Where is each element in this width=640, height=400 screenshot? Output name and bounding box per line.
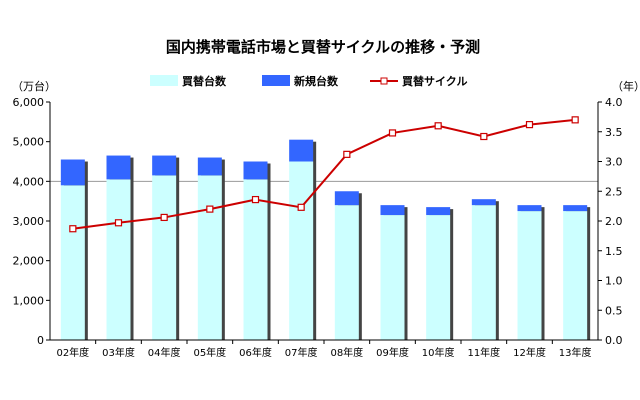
left-tick-label: 2,000 xyxy=(13,255,45,268)
cycle-point xyxy=(114,219,123,227)
right-tick-label: 3.0 xyxy=(605,156,623,169)
left-tick-label: 0 xyxy=(37,334,44,347)
bar-replacement xyxy=(426,215,451,340)
bar-replacement xyxy=(243,179,268,340)
bar-replacement xyxy=(60,185,85,340)
bar-replacement xyxy=(152,175,177,340)
bar-replacement xyxy=(334,205,359,340)
cycle-point xyxy=(343,150,351,158)
right-tick-label: 0.0 xyxy=(605,334,623,347)
cycle-point xyxy=(251,195,260,204)
left-tick-label: 6,000 xyxy=(13,96,45,109)
cycle-point xyxy=(69,225,77,233)
bar-new xyxy=(334,191,359,206)
left-tick-label: 4,000 xyxy=(13,175,45,188)
cycle-point xyxy=(297,203,305,211)
bar-replacement xyxy=(563,211,588,340)
legend-swatch xyxy=(262,75,290,86)
right-tick-label: 3.5 xyxy=(605,126,623,139)
cycle-point xyxy=(480,132,488,141)
category-label: 05年度 xyxy=(193,346,226,359)
right-tick-label: 2.0 xyxy=(605,215,623,228)
bar-new xyxy=(289,139,314,162)
cycle-line xyxy=(72,118,576,230)
bar-new xyxy=(426,207,451,216)
legend-label: 買替台数 xyxy=(182,74,227,88)
bar-replacement xyxy=(289,161,314,340)
bar-new xyxy=(152,155,177,176)
bar-replacement xyxy=(380,215,405,340)
bar-new xyxy=(197,157,222,176)
right-tick-label: 1.0 xyxy=(605,275,623,288)
cycle-point xyxy=(571,116,579,124)
bar-new xyxy=(517,205,542,212)
cycle-point xyxy=(160,213,168,222)
cycle-point xyxy=(434,122,442,130)
legend-marker xyxy=(380,77,388,85)
bar-replacement xyxy=(197,175,222,340)
left-tick-label: 5,000 xyxy=(13,136,45,149)
right-tick-label: 4.0 xyxy=(605,96,623,109)
category-label: 11年度 xyxy=(467,346,500,359)
bar-replacement xyxy=(471,205,496,340)
chart-title: 国内携帯電話市場と買替サイクルの推移・予測 xyxy=(166,38,480,56)
legend-label: 新規台数 xyxy=(294,74,339,88)
bar-replacement xyxy=(517,211,542,340)
category-label: 06年度 xyxy=(239,346,272,359)
legend: 買替台数 新規台数 買替サイクル xyxy=(150,74,467,88)
cycle-point xyxy=(388,129,397,137)
right-axis-unit: （年） xyxy=(612,79,640,93)
plot-area: 0 1,000 2,000 3,000 4,000 5,000 6,000 0.0 0.5 1.0… xyxy=(13,96,623,359)
left-axis-unit: （万台） xyxy=(12,79,56,93)
right-tick-label: 2.5 xyxy=(605,185,623,198)
category-label: 04年度 xyxy=(148,346,181,359)
category-label: 07年度 xyxy=(285,346,318,359)
category-label: 02年度 xyxy=(56,346,89,359)
cycle-point xyxy=(525,121,534,129)
category-label: 08年度 xyxy=(330,346,363,359)
bar-new xyxy=(471,199,496,206)
left-tick-label: 3,000 xyxy=(13,215,45,228)
category-label: 09年度 xyxy=(376,346,409,359)
bar-new xyxy=(106,155,131,180)
cycle-point xyxy=(206,205,214,213)
category-label: 03年度 xyxy=(102,346,135,359)
right-tick-label: 0.5 xyxy=(605,304,623,317)
bar-new xyxy=(60,159,85,186)
bar-new xyxy=(380,205,405,216)
bar-new xyxy=(563,205,588,212)
legend-label: 買替サイクル xyxy=(402,74,467,88)
category-label: 12年度 xyxy=(513,346,546,359)
right-tick-label: 1.5 xyxy=(605,245,623,258)
bar-replacement xyxy=(106,179,131,340)
bar-new xyxy=(243,161,268,180)
legend-swatch xyxy=(150,75,178,86)
left-tick-label: 1,000 xyxy=(13,294,45,307)
category-label: 13年度 xyxy=(559,346,592,359)
category-label: 10年度 xyxy=(422,346,455,359)
